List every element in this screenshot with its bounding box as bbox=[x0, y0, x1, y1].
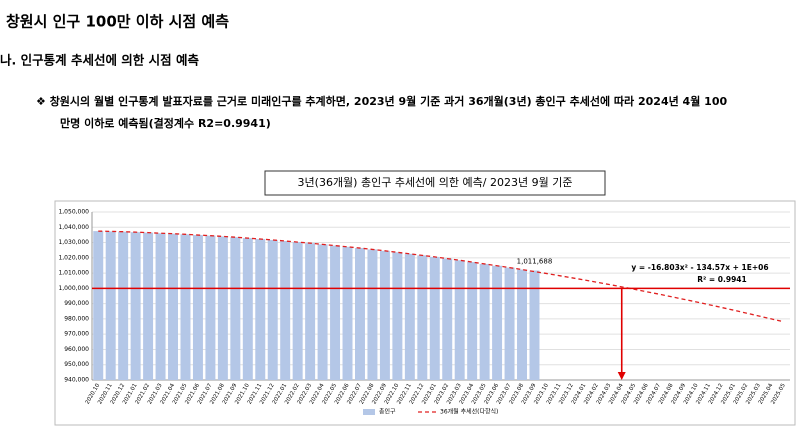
data-label: 1,011,688 bbox=[517, 258, 553, 266]
legend-label: 36개월 추세선(다항식) bbox=[440, 408, 498, 416]
bar bbox=[417, 255, 428, 380]
bar bbox=[392, 252, 403, 380]
legend-label: 총인구 bbox=[379, 408, 396, 416]
bar bbox=[317, 244, 328, 380]
bar bbox=[479, 263, 490, 380]
bar bbox=[305, 243, 316, 380]
bar bbox=[354, 248, 365, 380]
bar bbox=[467, 262, 478, 380]
y-tick-label: 1,000,000 bbox=[58, 285, 89, 292]
chart-frame bbox=[54, 200, 796, 426]
legend-swatch bbox=[363, 409, 375, 415]
y-tick-label: 1,020,000 bbox=[58, 254, 89, 261]
forecast-arrowhead bbox=[617, 372, 626, 380]
bar bbox=[168, 233, 179, 380]
y-tick-label: 960,000 bbox=[64, 346, 89, 353]
bar bbox=[442, 258, 453, 380]
bar bbox=[504, 267, 515, 380]
y-tick-label: 980,000 bbox=[64, 315, 89, 322]
bar bbox=[367, 249, 378, 380]
bar bbox=[180, 234, 191, 380]
bar bbox=[529, 270, 540, 380]
y-tick-label: 940,000 bbox=[64, 377, 89, 384]
bar bbox=[192, 235, 203, 380]
bar bbox=[379, 250, 390, 380]
chart-title-box bbox=[264, 170, 606, 196]
bar bbox=[255, 239, 266, 380]
y-tick-label: 1,030,000 bbox=[58, 239, 89, 246]
bar bbox=[143, 232, 154, 380]
y-tick-label: 1,010,000 bbox=[58, 270, 89, 277]
y-tick-label: 990,000 bbox=[64, 300, 89, 307]
bar bbox=[454, 260, 465, 380]
paragraph-line: ❖ 창원시의 월별 인구통계 발표자료를 근거로 미래인구를 추계하면, 202… bbox=[36, 94, 727, 108]
paragraph-line: 만명 이하로 예측됨(결정계수 R2=0.9941) bbox=[60, 116, 271, 130]
bar bbox=[342, 246, 353, 380]
bar bbox=[105, 231, 116, 380]
bar bbox=[517, 269, 528, 380]
bar bbox=[242, 238, 253, 380]
y-tick-label: 1,040,000 bbox=[58, 224, 89, 231]
trend-line bbox=[98, 230, 784, 323]
bar bbox=[429, 256, 440, 380]
bar bbox=[217, 236, 228, 380]
bar bbox=[330, 245, 341, 380]
section-title: 나. 인구통계 추세선에 의한 시점 예측 bbox=[0, 53, 200, 68]
r-squared: R² = 0.9941 bbox=[697, 275, 747, 284]
bar bbox=[205, 235, 216, 380]
bar bbox=[292, 242, 303, 380]
equation: y = -16.803x² - 134.57x + 1E+06 bbox=[631, 263, 768, 272]
bar bbox=[155, 233, 166, 380]
y-tick-label: 1,050,000 bbox=[58, 209, 89, 216]
bar bbox=[130, 232, 141, 380]
bar bbox=[230, 237, 241, 380]
bar bbox=[404, 253, 415, 380]
bar bbox=[118, 231, 129, 380]
bar bbox=[280, 241, 291, 380]
bar bbox=[267, 239, 278, 380]
y-tick-label: 950,000 bbox=[64, 361, 89, 368]
bar bbox=[492, 265, 503, 380]
y-tick-label: 970,000 bbox=[64, 331, 89, 338]
page-title: 창원시 인구 100만 이하 시점 예측 bbox=[6, 13, 229, 31]
chart-title: 3년(36개월) 총인구 추세선에 의한 예측/ 2023년 9월 기준 bbox=[298, 176, 573, 189]
bar bbox=[93, 231, 104, 380]
